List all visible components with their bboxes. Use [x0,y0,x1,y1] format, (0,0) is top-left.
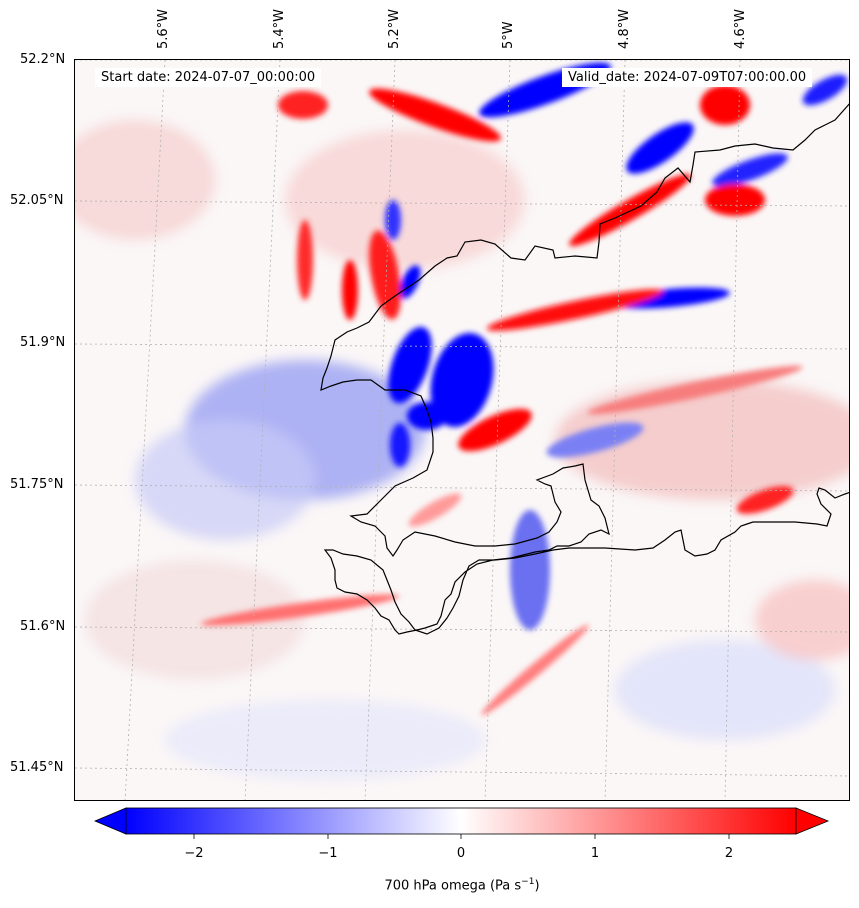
colorbar-extend-min [93,807,127,835]
colorbar-bar [125,807,797,835]
colorbar-label-text: 700 hPa omega (Pa s [384,878,522,894]
lat-label: 52.05°N [10,193,64,208]
lat-label: 52.2°N [20,52,66,67]
colorbar-label-exp: −1 [521,877,535,887]
omega-field [75,60,849,800]
colorbar-extend-max [795,807,830,835]
colorbar-tick: 1 [591,846,599,861]
coastline [320,103,849,635]
colorbar-tick: −1 [318,846,337,861]
colorbar-label: 700 hPa omega (Pa s−1) [0,877,859,893]
start-date-label: Start date: 2024-07-07_00:00:00 [95,68,322,87]
map-plot-area [74,59,850,801]
colorbar-tick: −2 [184,846,203,861]
colorbar-tick: 0 [457,846,465,861]
intense-cells [200,62,848,716]
lat-label: 51.75°N [10,477,64,492]
colorbar-tick: 2 [725,846,733,861]
valid-date-label: Valid_date: 2024-07-09T07:00:00.00 [562,68,813,87]
lat-label: 51.45°N [10,760,64,775]
graticule [75,60,849,800]
lat-label: 51.9°N [20,335,66,350]
colorbar-label-close: ) [534,878,540,894]
lat-label: 51.6°N [20,619,66,634]
